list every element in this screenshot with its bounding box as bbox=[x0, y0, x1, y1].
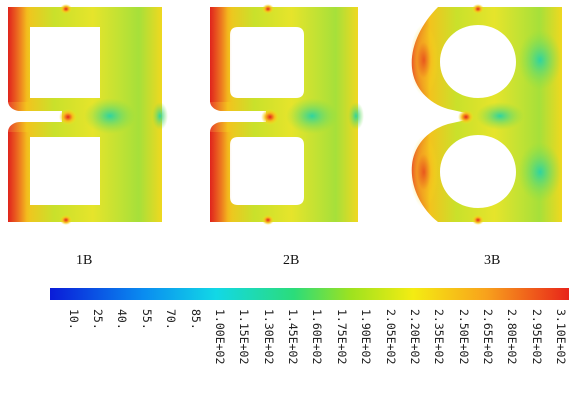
colorbar-tick: 85. bbox=[189, 309, 203, 330]
colorbar-tick: 1.90E+02 bbox=[359, 309, 373, 365]
colorbar-tick: 2.05E+02 bbox=[384, 309, 398, 365]
colorbar-tick: 2.80E+02 bbox=[505, 309, 519, 365]
colorbar-tick: 1.00E+02 bbox=[213, 309, 227, 365]
colorbar-tick: 2.95E+02 bbox=[530, 309, 544, 365]
colorbar-tick: 10. bbox=[67, 309, 81, 330]
colorbar-tick: 3.10E+02 bbox=[554, 309, 568, 365]
colorbar-tick: 1.30E+02 bbox=[262, 309, 276, 365]
panel-label-1b: 1B bbox=[76, 253, 93, 268]
colorbar-tick: 55. bbox=[140, 309, 154, 330]
colorbar-tick: 40. bbox=[115, 309, 129, 330]
colorbar-tick: 1.60E+02 bbox=[310, 309, 324, 365]
colorbar-tick: 1.15E+02 bbox=[237, 309, 251, 365]
colorbar-tick: 2.20E+02 bbox=[408, 309, 422, 365]
panel-3b-contour bbox=[410, 4, 562, 225]
colorbar-tick: 2.65E+02 bbox=[481, 309, 495, 365]
colorbar-tick: 25. bbox=[91, 309, 105, 330]
colorbar-tick: 2.50E+02 bbox=[457, 309, 471, 365]
panel-1b-contour bbox=[8, 4, 168, 225]
panel-2b-contour bbox=[210, 4, 364, 225]
colorbar-tick: 2.35E+02 bbox=[432, 309, 446, 365]
panel-label-2b: 2B bbox=[283, 253, 300, 268]
colorbar-tick: 1.45E+02 bbox=[286, 309, 300, 365]
colorbar bbox=[50, 288, 569, 300]
panel-label-3b: 3B bbox=[484, 253, 501, 268]
colorbar-tick: 1.75E+02 bbox=[335, 309, 349, 365]
colorbar-tick: 70. bbox=[164, 309, 178, 330]
